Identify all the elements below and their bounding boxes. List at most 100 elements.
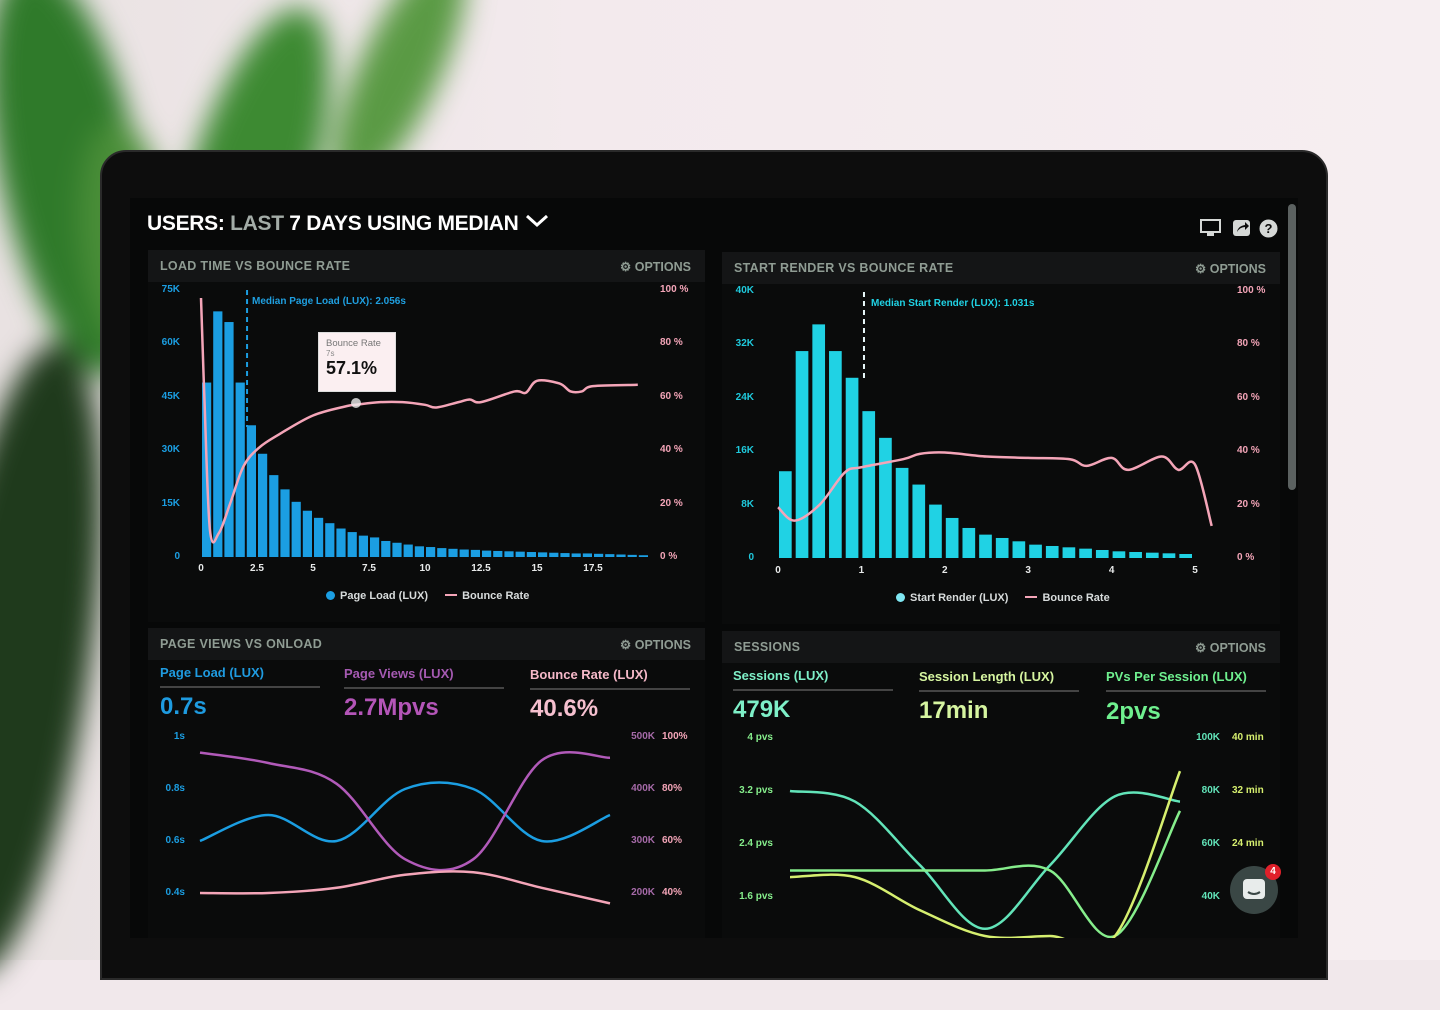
bar (482, 550, 492, 557)
tooltip-label: Bounce Rate (326, 338, 381, 349)
series-line (199, 751, 611, 872)
x-tick-label: 15 (531, 563, 543, 574)
legend-label: Bounce Rate (462, 590, 530, 602)
y3-tick-label: 32 min (1232, 785, 1264, 796)
y2-tick-label: 300K (631, 835, 655, 846)
y-tick-label: 4 pvs (747, 732, 773, 743)
bar (493, 550, 503, 557)
title-prefix: USERS: (147, 212, 225, 235)
x-tick-label: 2.5 (250, 563, 264, 574)
legend-item-bounce[interactable]: Bounce Rate (1011, 592, 1110, 604)
y3-tick-label: 80% (662, 783, 683, 794)
median-label: Median Start Render (LUX): 1.031s (871, 298, 1035, 309)
stat-value: 17min (919, 697, 989, 724)
notification-badge: 4 (1265, 864, 1281, 880)
page-title[interactable]: USERS: LAST 7 DAYS USING MEDIAN (147, 212, 550, 236)
legend-item-bounce[interactable]: Bounce Rate (431, 590, 529, 602)
chevron-down-icon[interactable] (524, 213, 550, 229)
legend-item-start-render[interactable]: Start Render (LUX) (896, 592, 1008, 604)
y2-tick-label: 200K (631, 887, 655, 898)
bar (347, 532, 357, 557)
bar (1095, 549, 1109, 558)
y2-tick-label: 0 % (1237, 552, 1255, 563)
stat-label[interactable]: Session Length (LUX) (919, 669, 1079, 692)
options-button[interactable]: ⚙ OPTIONS (620, 259, 691, 274)
stat-label[interactable]: Page Views (LUX) (344, 666, 504, 689)
options-button[interactable]: ⚙ OPTIONS (620, 637, 691, 652)
x-tick-label: 17.5 (583, 563, 603, 574)
bar (1145, 552, 1159, 558)
panel-header: SESSIONS ⚙ OPTIONS (722, 631, 1280, 663)
bar (627, 554, 637, 557)
bar (291, 501, 301, 557)
bar (370, 537, 380, 557)
bar (1129, 551, 1142, 558)
y-tick-label: 2.4 pvs (739, 838, 773, 849)
y-tick-label: 0.8s (165, 783, 185, 794)
bounce-rate-line (199, 297, 638, 544)
stat-label[interactable]: Page Load (LUX) (160, 665, 320, 688)
x-tick-label: 4 (1108, 565, 1115, 576)
y-tick-label: 15K (161, 497, 180, 509)
options-label: OPTIONS (1209, 262, 1266, 276)
options-button[interactable]: ⚙ OPTIONS (1195, 640, 1266, 655)
chat-icon (1243, 879, 1265, 899)
y-tick-label: 0.4s (165, 887, 185, 898)
series-line (789, 770, 1182, 938)
x-tick-label: 12.5 (471, 563, 491, 574)
legend-dot (326, 591, 335, 600)
x-tick-label: 0 (198, 563, 204, 574)
gear-icon: ⚙ (1195, 641, 1210, 655)
y2-tick-label: 100K (1196, 732, 1220, 743)
y-tick-label: 30K (161, 444, 180, 456)
scrollbar[interactable] (1288, 204, 1296, 490)
options-button[interactable]: ⚙ OPTIONS (1195, 261, 1266, 276)
y3-tick-label: 24 min (1232, 838, 1264, 849)
y-tick-label: 8K (741, 498, 754, 510)
help-icon[interactable]: ? (1259, 219, 1279, 239)
y2-tick-label: 40 % (660, 444, 683, 456)
y2-tick-label: 40K (1201, 891, 1220, 902)
monitor-icon[interactable] (1200, 218, 1222, 238)
y-tick-label: 16K (735, 445, 754, 457)
y2-tick-label: 60 % (660, 390, 683, 402)
legend-item-page-load[interactable]: Page Load (LUX) (326, 590, 428, 602)
legend-line (1025, 596, 1038, 598)
y2-tick-label: 400K (631, 783, 655, 794)
y-tick-label: 3.2 pvs (739, 785, 773, 796)
legend-label: Page Load (LUX) (340, 590, 429, 602)
chat-button[interactable]: 4 (1230, 864, 1281, 914)
y3-tick-label: 40 min (1232, 732, 1264, 743)
bar (995, 537, 1009, 558)
y2-tick-label: 60 % (1237, 391, 1260, 403)
bar (1062, 547, 1076, 558)
stat-label[interactable]: PVs Per Session (LUX) (1106, 669, 1266, 692)
series-line (199, 781, 611, 843)
y-tick-label: 1.6 pvs (739, 891, 773, 902)
share-icon[interactable] (1232, 218, 1252, 238)
legend: Start Render (LUX) Bounce Rate (896, 592, 1110, 604)
stat-value: 0.7s (160, 693, 207, 720)
tooltip: Bounce Rate 7s 57.1% (318, 332, 396, 392)
options-label: OPTIONS (1209, 641, 1266, 655)
stat-value: 40.6% (530, 695, 599, 722)
bar (560, 553, 570, 557)
bounce-rate-line (777, 451, 1213, 527)
bar (1112, 551, 1126, 558)
stat-label[interactable]: Bounce Rate (LUX) (530, 667, 690, 690)
bar (1079, 548, 1092, 558)
bar (470, 549, 480, 557)
panel-title: LOAD TIME VS BOUNCE RATE (160, 259, 351, 273)
bar (246, 425, 256, 557)
bar (1162, 553, 1176, 558)
title-range: LAST (230, 212, 284, 235)
bar (515, 551, 525, 557)
title-rest: 7 DAYS USING MEDIAN (289, 212, 519, 235)
series-line (199, 870, 611, 905)
y-tick-label: 0.6s (165, 835, 185, 846)
stat-label[interactable]: Sessions (LUX) (733, 668, 893, 691)
y-tick-label: 60K (161, 337, 180, 349)
x-tick-label: 0 (775, 565, 781, 576)
cursor-icon (351, 398, 361, 408)
charts-overlay (199, 290, 1213, 938)
